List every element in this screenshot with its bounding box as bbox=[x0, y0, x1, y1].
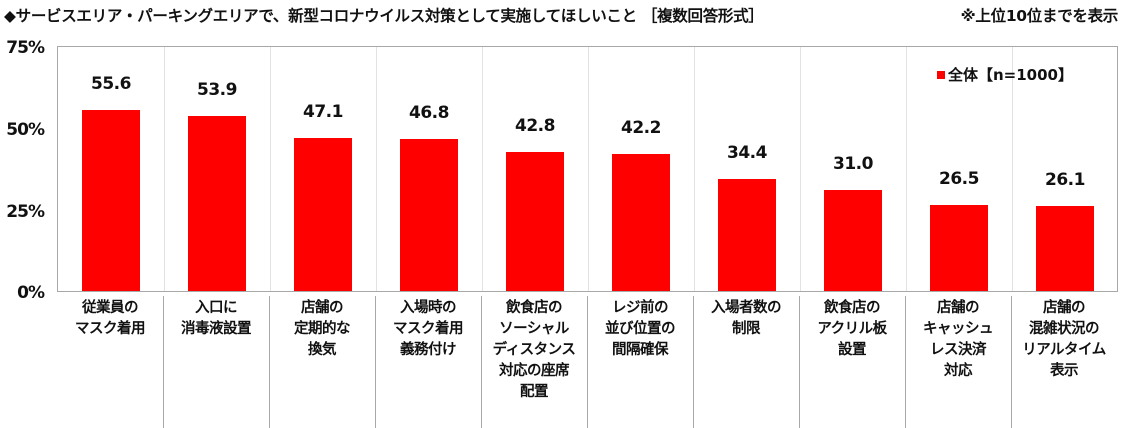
bar-value-label: 53.9 bbox=[197, 79, 237, 100]
bar-value-label: 31.0 bbox=[833, 154, 873, 175]
category-divider bbox=[270, 47, 271, 291]
bar bbox=[506, 151, 564, 291]
bar bbox=[82, 110, 140, 291]
category-divider bbox=[1012, 47, 1013, 291]
legend: 全体【n=1000】 bbox=[937, 64, 1073, 85]
category-separator bbox=[163, 296, 164, 428]
bar bbox=[930, 204, 988, 291]
y-tick-50: 50% bbox=[6, 120, 45, 140]
legend-swatch bbox=[937, 70, 945, 79]
category-label: 店舗の 定期的な 換気 bbox=[294, 300, 351, 358]
category-divider bbox=[164, 47, 165, 291]
x-axis-categories: 従業員の マスク着用 入口に 消毒液設置 店舗の 定期的な 換気 入場時の マスク着用… bbox=[57, 292, 1118, 428]
category-label: 入場時の マスク着用 義務付け bbox=[393, 300, 464, 358]
bar-value-label: 26.5 bbox=[939, 168, 979, 189]
bar bbox=[188, 115, 246, 291]
bar-value-label: 47.1 bbox=[303, 101, 343, 122]
category-separator bbox=[905, 296, 906, 428]
plot-area: 55.6 53.9 47.1 46.8 42.8 42.2 34.4 31.0 26.5 26.1 bbox=[57, 46, 1118, 292]
category-separator bbox=[587, 296, 588, 428]
chart-note: ※上位10位までを表示 bbox=[960, 7, 1119, 25]
bar-value-label: 42.8 bbox=[515, 115, 555, 136]
category-divider bbox=[376, 47, 377, 291]
y-tick-25: 25% bbox=[6, 202, 45, 222]
category-divider bbox=[694, 47, 695, 291]
category-separator bbox=[269, 296, 270, 428]
category-separator bbox=[481, 296, 482, 428]
category-separator bbox=[693, 296, 694, 428]
bar-value-label: 55.6 bbox=[91, 74, 131, 95]
y-tick-0: 0% bbox=[17, 283, 45, 303]
category-label: 従業員の マスク着用 bbox=[75, 300, 146, 337]
bar bbox=[612, 153, 670, 291]
category-label: 店舗の キャッシュ レス決済 対応 bbox=[923, 300, 994, 379]
category-divider bbox=[906, 47, 907, 291]
legend-label: 全体【n=1000】 bbox=[948, 66, 1073, 84]
chart-title-text: ◆サービスエリア・パーキングエリアで、新型コロナウイルス対策として実施してほしい… bbox=[4, 7, 764, 25]
bar bbox=[294, 137, 352, 291]
y-tick-75: 75% bbox=[6, 38, 45, 58]
category-label: 飲食店の アクリル板 設置 bbox=[817, 300, 887, 358]
bar bbox=[718, 179, 776, 291]
category-separator bbox=[375, 296, 376, 428]
category-divider bbox=[482, 47, 483, 291]
bar-value-label: 46.8 bbox=[409, 102, 449, 123]
category-separator bbox=[799, 296, 800, 428]
bar-value-label: 42.2 bbox=[621, 117, 661, 138]
category-label: 入口に 消毒液設置 bbox=[181, 300, 252, 337]
category-separator bbox=[1011, 296, 1012, 428]
bar-value-label: 26.1 bbox=[1045, 170, 1085, 191]
bar bbox=[824, 190, 882, 291]
category-label: 飲食店の ソーシャル ディスタンス 対応の座席 配置 bbox=[492, 300, 576, 400]
category-label: レジ前の 並び位置の 間隔確保 bbox=[605, 300, 676, 358]
category-label: 入場者数の 制限 bbox=[711, 300, 782, 337]
chart-title: ◆サービスエリア・パーキングエリアで、新型コロナウイルス対策として実施してほしい… bbox=[4, 4, 1122, 26]
category-divider bbox=[588, 47, 589, 291]
bar bbox=[400, 138, 458, 291]
category-divider bbox=[800, 47, 801, 291]
bar-value-label: 34.4 bbox=[727, 143, 767, 164]
bar bbox=[1036, 206, 1094, 291]
category-label: 店舗の 混雑状況の リアルタイム 表示 bbox=[1022, 300, 1106, 379]
